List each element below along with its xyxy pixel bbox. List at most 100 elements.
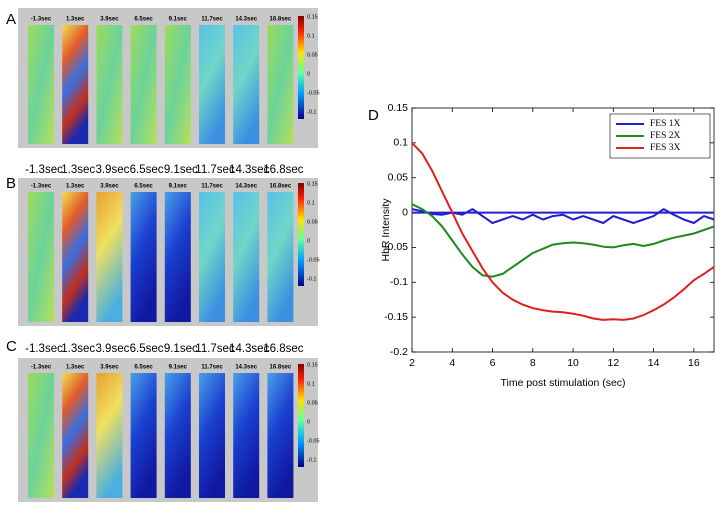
time-label: 6.5sec [130,343,164,355]
image-strip [28,192,54,322]
image-strip [164,25,191,144]
panel-label: B [6,175,16,192]
time-label: 11.7sec [195,164,235,176]
image-strip [28,25,54,144]
image-strip [233,373,260,498]
image-strip [267,192,294,322]
colorbar-tick-label: -0.05 [307,438,320,444]
y-tick-label: -0.2 [390,346,408,358]
x-tick-label: 6 [490,357,496,369]
x-tick-label: 4 [449,357,455,369]
colorbar-tick-label: 0.05 [307,400,318,406]
x-axis-label: Time post stimulation (sec) [500,377,625,389]
colorbar-tick-label: 0.15 [307,181,318,187]
colorbar-tick-label: 0.1 [307,33,315,39]
inner-time-label: 1.3sec [66,184,85,190]
colorbar [298,16,304,119]
x-tick-label: 16 [688,357,700,369]
image-strip [130,373,157,498]
time-label: 3.9sec [95,164,129,176]
colorbar-tick-label: -0.1 [307,276,316,282]
time-label: 16.8sec [263,164,304,176]
colorbar-tick-label: 0.1 [307,200,315,206]
x-tick-label: 12 [607,357,619,369]
image-strip [130,25,157,144]
inner-time-label: 1.3sec [66,17,85,23]
image-strip [199,373,225,498]
x-tick-label: 10 [567,357,579,369]
colorbar-tick-label: 0.15 [307,362,318,368]
panel-label: D [368,107,379,124]
data-line [411,142,715,321]
legend-label: FES 3X [650,143,680,153]
time-label: 11.7sec [195,343,235,355]
inner-time-label: 3.9sec [100,184,119,190]
inner-time-label: 16.8sec [270,17,292,23]
image-strip [164,192,191,322]
colorbar-tick-label: -0.1 [307,109,316,115]
inner-time-label: 16.8sec [270,184,292,190]
x-tick-label: 14 [648,357,660,369]
panel-label: A [6,11,16,28]
time-label: 6.5sec [130,164,164,176]
image-strip [199,25,225,144]
inner-time-label: -1.3sec [31,365,52,371]
image-strip [130,192,157,322]
image-strip [96,373,123,498]
y-axis-label: HbR Intensity [380,198,392,262]
colorbar-tick-label: 0 [307,238,310,244]
time-label: 1.3sec [61,343,95,355]
time-label: 16.8sec [263,343,304,355]
x-tick-label: 8 [530,357,536,369]
data-line [411,208,715,224]
colorbar-tick-label: 0 [307,419,310,425]
time-label: 3.9sec [95,343,129,355]
image-strip [233,25,260,144]
image-strip [233,192,260,322]
image-strip [62,25,89,144]
image-strip [96,25,123,144]
colorbar-tick-label: 0.05 [307,52,318,58]
time-label: -1.3sec [25,343,63,355]
y-tick-label: 0 [402,206,408,218]
time-label: 14.3sec [229,164,270,176]
y-tick-label: -0.15 [384,311,408,323]
time-label: 9.1sec [164,343,198,355]
inner-time-label: -1.3sec [31,184,52,190]
image-strip [267,373,294,498]
colorbar-tick-label: 0.05 [307,219,318,225]
colorbar [298,183,304,286]
y-tick-label: 0.15 [388,102,409,114]
inner-time-label: 14.3sec [235,184,257,190]
inner-time-label: 16.8sec [270,365,292,371]
time-label: -1.3sec [25,164,63,176]
legend-label: FES 1X [650,119,680,129]
y-tick-label: 0.05 [388,171,409,183]
colorbar-tick-label: 0.15 [307,14,318,20]
inner-time-label: 11.7sec [201,365,223,371]
inner-time-label: 9.1sec [169,365,188,371]
data-line [411,203,715,278]
inner-time-label: 11.7sec [201,184,223,190]
panel-label: C [6,338,17,355]
legend-label: FES 2X [650,131,680,141]
colorbar-tick-label: -0.05 [307,257,320,263]
image-strip [267,25,294,144]
image-strip [62,373,89,498]
colorbar-tick-label: 0.1 [307,381,315,387]
colorbar-tick-label: -0.05 [307,90,320,96]
inner-time-label: 9.1sec [169,17,188,23]
inner-time-label: 9.1sec [169,184,188,190]
time-label: 1.3sec [61,164,95,176]
inner-time-label: 6.5sec [134,184,153,190]
inner-time-label: 11.7sec [201,17,223,23]
image-strip [199,192,225,322]
inner-time-label: 14.3sec [235,17,257,23]
x-tick-label: 2 [409,357,415,369]
inner-time-label: 1.3sec [66,365,85,371]
y-tick-label: -0.05 [384,241,408,253]
image-strip [28,373,54,498]
image-strip [164,373,191,498]
y-tick-label: -0.1 [390,276,408,288]
